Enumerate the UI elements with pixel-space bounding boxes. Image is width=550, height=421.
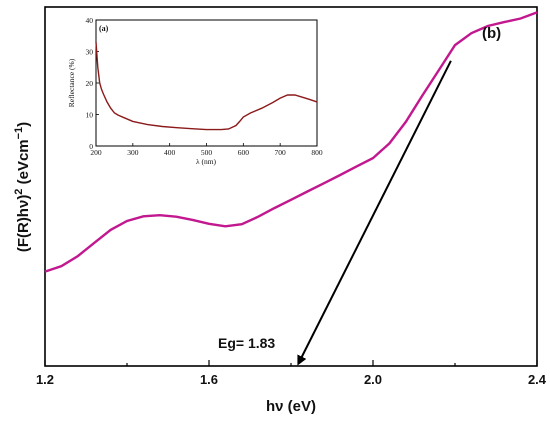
inset-y-tick-labels: 0 10 20 30 40 — [86, 16, 94, 151]
inset-series-line — [95, 42, 318, 131]
bandgap-fit-line — [297, 60, 452, 366]
inset-y-tick-label: 30 — [86, 48, 94, 57]
inset-x-axis-title: λ (nm) — [196, 157, 217, 166]
panel-label-b: (b) — [482, 25, 501, 42]
inset-x-tick-label: 600 — [238, 148, 250, 157]
main-x-tick-label: 2.0 — [364, 372, 382, 387]
main-series-line — [44, 11, 538, 273]
inset-x-tick-label: 800 — [311, 148, 323, 157]
inset-x-tick-label: 500 — [201, 148, 213, 157]
main-x-tick-label: 1.6 — [200, 372, 218, 387]
inset-y-tick-label: 0 — [89, 142, 93, 151]
main-x-tick-label: 2.4 — [528, 372, 547, 387]
inset-panel-label-a: (a) — [99, 24, 109, 33]
main-x-tick-labels: 1.2 1.6 2.0 2.4 — [36, 372, 547, 387]
inset-x-tick-labels: 200 300 400 500 600 700 800 — [90, 148, 323, 157]
main-plot: 1.2 1.6 2.0 2.4 Eg= 1.83 (b) hν (eV) (F(R)h… — [13, 6, 547, 415]
main-x-tick-label: 1.2 — [36, 372, 54, 387]
inset-y-tick-label: 10 — [86, 111, 94, 120]
x-axis-title: hν (eV) — [266, 398, 316, 415]
inset-x-tick-label: 700 — [275, 148, 287, 157]
y-axis-title: (F(R)hν)2 (eVcm−1) — [13, 122, 32, 252]
inset-y-tick-label: 40 — [86, 16, 94, 25]
inset-y-tick-label: 20 — [86, 79, 94, 88]
inset-x-tick-label: 300 — [127, 148, 139, 157]
inset-x-tick-label: 200 — [90, 148, 102, 157]
inset-plot: 200 300 400 500 600 700 800 0 10 20 30 40 (a) λ (n… — [67, 16, 323, 166]
bandgap-annotation: Eg= 1.83 — [218, 335, 275, 351]
inset-plot-frame — [95, 19, 318, 147]
inset-x-ticks — [95, 143, 318, 146]
main-x-ticks — [44, 360, 538, 366]
inset-x-tick-label: 400 — [164, 148, 176, 157]
inset-y-axis-title: Reflectance (%) — [67, 58, 76, 107]
